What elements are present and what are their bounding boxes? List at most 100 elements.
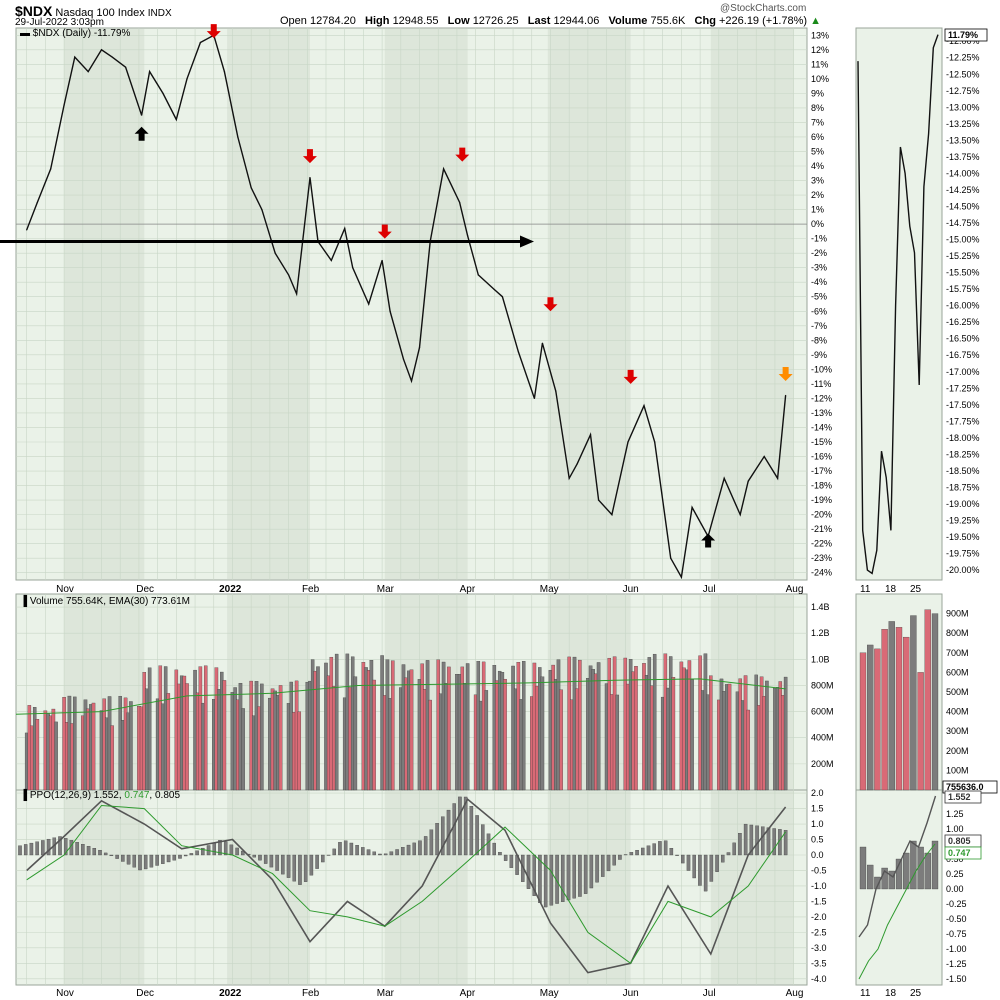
price-point [654, 441, 656, 443]
volume-bar [671, 677, 676, 791]
price-point [309, 177, 311, 179]
price-tick-label: 11% [811, 59, 828, 69]
ppo-histogram-bar [161, 854, 165, 864]
ppo-tick-label: -2.0 [811, 912, 827, 922]
side-ppo-bar [903, 852, 910, 890]
volume-legend: ▐ Volume 755.64K, EMA(30) 773.61M [20, 596, 190, 607]
price-point [100, 49, 103, 51]
ppo-histogram-bar [389, 851, 394, 856]
price-point [74, 56, 76, 58]
ppo-histogram-bar [469, 806, 474, 856]
ppo-histogram-bar [429, 829, 434, 856]
side-ppo-bar [874, 876, 881, 890]
price-tick-label: 3% [811, 176, 824, 186]
ppo-line [26, 798, 787, 974]
side-volume-badge: 755636.0 [946, 782, 984, 792]
side-volume-bar [931, 613, 939, 791]
ppo-histogram-bar [755, 825, 759, 856]
price-point [186, 78, 188, 80]
side-price-tick-label: -14.50% [946, 201, 980, 211]
price-point [352, 267, 354, 269]
side-ppo-signal-line [858, 843, 936, 980]
side-price-tick-label: -17.25% [946, 383, 980, 393]
price-tick-label: -11% [811, 379, 831, 389]
side-ppo-bar [867, 864, 874, 890]
side-volume-bar [859, 652, 867, 791]
side-ppo-tick-label: -1.25 [946, 959, 967, 969]
price-tick-label: 1% [811, 205, 824, 215]
ppo-histogram-bar [286, 854, 291, 878]
black-up-arrow-icon [701, 533, 716, 548]
volume-bar [634, 666, 638, 791]
ohlc-readout: Open 12784.20 High 12948.55 Low 12726.25… [280, 15, 822, 27]
ppo-tick-label: -3.5 [811, 958, 827, 968]
ppo-histogram-bar [561, 854, 565, 902]
ppo-histogram-bar [229, 844, 234, 856]
price-point [389, 310, 391, 312]
side-volume-bar [895, 627, 903, 791]
ppo-histogram-bar [463, 796, 468, 856]
price-tick-label: -14% [811, 422, 832, 432]
ppo-histogram-bar [292, 854, 297, 882]
side-ppo-tick-label: 0.25 [946, 869, 964, 879]
price-point [410, 380, 413, 382]
ppo-histogram-bar [583, 854, 588, 894]
month-shade [227, 29, 310, 579]
black-up-arrow-icon [134, 126, 149, 141]
ppo-histogram-bar [589, 854, 594, 889]
price-legend: ▬ $NDX (Daily) -11.79% [20, 28, 131, 39]
ppo-histogram-bar [155, 854, 159, 866]
x-tick-label: Mar [377, 584, 395, 595]
side-price-tick-label: -18.25% [946, 449, 980, 459]
ppo-tick-label: 0.5 [811, 835, 824, 845]
side-volume-bar [874, 648, 881, 791]
side-price-tick-label: -12.75% [946, 86, 980, 96]
ppo-tick-label: -0.5 [811, 865, 827, 875]
price-point [418, 346, 421, 349]
ppo-histogram-bar [58, 836, 62, 856]
side-price-tick-label: -16.25% [946, 317, 980, 327]
price-tick-label: -3% [811, 263, 827, 273]
ppo-histogram-bar [126, 854, 131, 865]
volume-bar [316, 666, 320, 791]
side-ppo-signal-badge-box [944, 846, 982, 860]
side-volume-bar [903, 636, 910, 791]
price-point [330, 259, 332, 262]
price-point [175, 118, 177, 121]
side-ppo-bar [859, 846, 867, 890]
price-point [568, 477, 570, 479]
x-tick-label-bottom: Aug [786, 988, 804, 999]
ppo-legend: ▐ PPO(12,26,9) 1.552, 0.747, 0.805 [20, 790, 181, 801]
ppo-histogram-bar [492, 842, 496, 856]
ppo-histogram-bar [23, 844, 28, 856]
volume-bar [503, 678, 507, 791]
side-price-tick-label: -13.75% [946, 152, 980, 162]
ppo-histogram-bar [423, 836, 428, 856]
side-ppo-tick-label: -1.50 [946, 974, 967, 984]
ppo-histogram-bar [635, 849, 639, 856]
x-tick-label: Dec [136, 584, 154, 595]
volume-bar [147, 667, 152, 791]
ppo-histogram-bar [218, 840, 222, 856]
volume-bar [129, 701, 133, 791]
ppo-histogram-bar [92, 848, 97, 856]
volume-tick-label: 800M [811, 680, 834, 690]
ppo-histogram-bar [458, 796, 462, 856]
price-point [402, 358, 405, 360]
volume-bar [709, 675, 713, 791]
volume-bar [615, 694, 620, 791]
x-tick-label-bottom: Jun [623, 988, 639, 999]
volume-bar [260, 683, 264, 791]
ppo-histogram-bar [189, 853, 194, 856]
ppo-histogram-bar [486, 833, 491, 856]
side-price-tick-label: -13.25% [946, 119, 980, 129]
price-point [691, 506, 693, 508]
price-tick-label: -2% [811, 248, 827, 258]
ppo-histogram-bar [321, 854, 325, 863]
volume-bar [746, 709, 750, 791]
ppo-histogram-bar [143, 854, 148, 870]
ppo-signal-line [26, 804, 787, 965]
price-tick-label: -15% [811, 437, 832, 447]
price-tick-label: -6% [811, 306, 827, 316]
